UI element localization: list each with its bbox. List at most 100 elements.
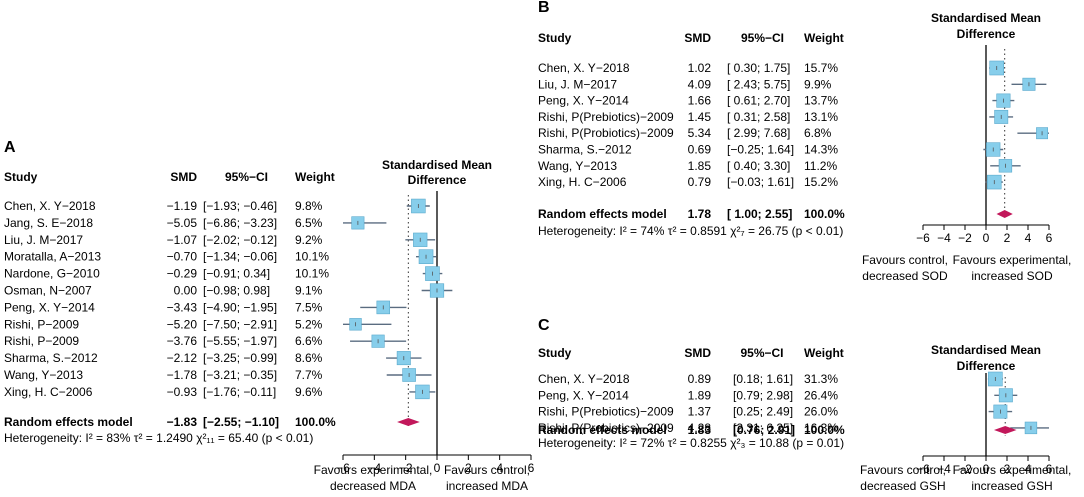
plot-title-line-2: Difference — [408, 173, 467, 187]
summary-smd: 1.78 — [688, 207, 712, 221]
x-tick-label: 6 — [1046, 462, 1053, 476]
summary-label: Random effects model — [538, 423, 667, 437]
ci-value: [0.25; 2.49] — [733, 405, 793, 419]
smd-value: 0.79 — [688, 175, 712, 189]
smd-value: 5.34 — [688, 126, 712, 140]
ci-value: [−3.21; −0.35] — [203, 368, 277, 382]
summary-diamond — [397, 418, 420, 426]
smd-value: −3.76 — [167, 334, 198, 348]
smd-value: −0.29 — [167, 267, 198, 281]
smd-value: −3.43 — [167, 300, 198, 314]
favours-right-line-1: Favours experimental, — [953, 463, 1072, 477]
ci-value: [ 0.31; 2.58] — [727, 110, 790, 124]
panel-b-forest-plot: B Study SMD 95%−CI Weight Standardised Mean Di… — [538, 0, 1071, 283]
summary-label: Random effects model — [538, 207, 667, 221]
x-tick-label: 2 — [1004, 231, 1011, 245]
summary-ci: [ 1.00; 2.55] — [727, 207, 792, 221]
weight-value: 6.8% — [804, 126, 832, 140]
study-label: Rishi, P−2009 — [4, 317, 79, 331]
study-label: Xing, H. C−2006 — [538, 175, 627, 189]
weight-value: 31.3% — [804, 372, 838, 386]
study-label: Rishi, P(Prebiotics)−2009 — [538, 110, 674, 124]
weight-value: 6.6% — [295, 334, 323, 348]
summary-diamond — [996, 210, 1013, 218]
summary-ci: [−2.55; −1.10] — [203, 415, 279, 429]
smd-value: 1.85 — [688, 159, 712, 173]
panel-label: B — [538, 0, 550, 16]
study-label: Sharma, S.−2012 — [538, 143, 632, 157]
weight-value: 9.6% — [295, 385, 323, 399]
study-label: Rishi, P−2009 — [4, 334, 79, 348]
weight-value: 9.2% — [295, 233, 323, 247]
x-tick-label: 0 — [983, 231, 990, 245]
weight-value: 26.4% — [804, 388, 838, 402]
x-tick-label: 2 — [465, 461, 472, 475]
smd-value: 0.00 — [174, 284, 198, 298]
ci-value: [−1.34; −0.06] — [203, 250, 277, 264]
weight-value: 13.7% — [804, 94, 838, 108]
header-smd: SMD — [684, 31, 711, 45]
ci-value: [−5.55; −1.97] — [203, 334, 277, 348]
x-tick-label: 6 — [528, 461, 535, 475]
x-tick-label: −2 — [958, 231, 972, 245]
favours-right-line-1: Favours control, — [444, 463, 530, 477]
x-tick-label: 2 — [1004, 462, 1011, 476]
weight-value: 16.3% — [804, 421, 838, 435]
x-tick-label: 4 — [496, 461, 503, 475]
x-tick-label: −4 — [367, 461, 381, 475]
ci-value: [ 0.40; 3.30] — [727, 159, 790, 173]
weight-value: 13.1% — [804, 110, 838, 124]
ci-value: [−7.50; −2.91] — [203, 317, 277, 331]
summary-smd: 1.83 — [688, 423, 712, 437]
study-label: Jang, S. E−2018 — [4, 216, 93, 230]
x-tick-label: −6 — [336, 461, 350, 475]
smd-value: 0.89 — [688, 372, 712, 386]
header-weight: Weight — [295, 170, 335, 184]
favours-right-line-2: increased SOD — [971, 269, 1053, 283]
header-ci: 95%−CI — [740, 346, 783, 360]
header-weight: Weight — [804, 31, 844, 45]
summary-weight: 100.0% — [804, 207, 845, 221]
favours-left-line-1: Favours experimental, — [314, 463, 433, 477]
x-tick-label: 6 — [1046, 231, 1053, 245]
favours-left-line-1: Favours control, — [860, 463, 946, 477]
smd-value: −1.78 — [167, 368, 198, 382]
smd-value: 1.66 — [688, 94, 712, 108]
ci-value: [−0.98; 0.98] — [203, 284, 270, 298]
header-ci: 95%−CI — [741, 31, 784, 45]
header-ci: 95%−CI — [225, 170, 268, 184]
x-tick-label: 0 — [983, 462, 990, 476]
study-label: Liu, J. M−2017 — [538, 77, 617, 91]
summary-ci: [0.76; 2.91] — [733, 423, 795, 437]
header-weight: Weight — [804, 346, 844, 360]
smd-value: 1.02 — [688, 61, 712, 75]
study-label: Rishi, P(Prebiotics)−2009 — [538, 405, 674, 419]
ci-value: [−2.02; −0.12] — [203, 233, 277, 247]
ci-value: [−0.25; 1.64] — [727, 143, 794, 157]
x-tick-label: −2 — [958, 462, 972, 476]
x-tick-label: −4 — [937, 462, 951, 476]
smd-value: 4.28 — [688, 421, 712, 435]
heterogeneity-text: Heterogeneity: I² = 83% τ² = 1.2490 χ²₁₁… — [4, 431, 313, 445]
weight-value: 10.1% — [295, 250, 329, 264]
panel-label: C — [538, 317, 550, 334]
x-tick-label: 4 — [1025, 462, 1032, 476]
header-study: Study — [538, 31, 572, 45]
weight-value: 9.1% — [295, 284, 323, 298]
heterogeneity-text: Heterogeneity: I² = 72% τ² = 0.8255 χ²₃ … — [538, 436, 844, 450]
weight-value: 10.1% — [295, 267, 329, 281]
summary-label: Random effects model — [4, 415, 133, 429]
study-label: Chen, X. Y−2018 — [538, 372, 630, 386]
study-label: Liu, J. M−2017 — [4, 233, 83, 247]
panel-label: A — [4, 139, 16, 156]
header-study: Study — [538, 346, 572, 360]
smd-value: −1.19 — [167, 199, 198, 213]
study-label: Peng, X. Y−2014 — [4, 300, 95, 314]
ci-value: [−6.86; −3.23] — [203, 216, 277, 230]
smd-value: −1.07 — [167, 233, 198, 247]
plot-title-line-1: Standardised Mean — [382, 158, 492, 172]
smd-value: −2.12 — [167, 351, 198, 365]
ci-value: [−0.03; 1.61] — [727, 175, 794, 189]
x-tick-label: 0 — [434, 461, 441, 475]
smd-value: −0.93 — [167, 385, 198, 399]
